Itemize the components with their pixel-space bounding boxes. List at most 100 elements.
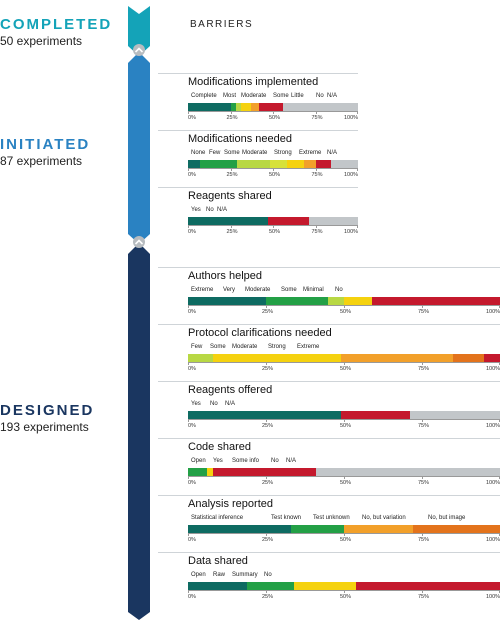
bar-segment (188, 582, 248, 590)
legend-label: Test unknown (313, 515, 350, 521)
bar-segment (344, 297, 373, 305)
tick-label: 50% (340, 366, 352, 372)
axis-tick (315, 225, 317, 228)
stacked-bar (188, 354, 500, 362)
bar-segment (240, 103, 252, 111)
tick-label: 25% (262, 480, 274, 486)
panel-title: Reagents shared (188, 190, 272, 202)
axis-tick (273, 225, 274, 228)
tick-label: 100% (486, 366, 500, 372)
stage-name: COMPLETED (0, 16, 113, 33)
tick-label: 25% (262, 594, 274, 600)
tick-label: 75% (418, 537, 430, 543)
chevron-up-icon (133, 236, 145, 248)
bar-segment (267, 217, 310, 225)
legend: Yes No N/A (188, 401, 500, 409)
panel-title: Modifications implemented (188, 76, 319, 88)
arrow-segment-completed (128, 6, 150, 56)
legend-label: Summary (232, 572, 258, 578)
legend-label: Moderate (241, 93, 267, 99)
legend-label: No, but image (428, 515, 466, 521)
tick-label: 50% (340, 309, 352, 315)
stage-initiated: INITIATED 87 experiments (0, 136, 90, 168)
tick-label: 25% (226, 229, 238, 235)
legend-label: Minimal (303, 287, 324, 293)
bar-segment (269, 160, 288, 168)
bar-segment (283, 103, 359, 111)
bar-segment (330, 160, 359, 168)
axis-tick (422, 362, 423, 365)
axis-tick (344, 305, 345, 308)
bar-segment (412, 525, 500, 533)
axis-tick (188, 225, 189, 228)
bar-segment (206, 468, 214, 476)
tick-label: 0% (188, 229, 196, 235)
tick-label: 25% (262, 423, 274, 429)
axis-tick (357, 225, 358, 228)
legend-label: Raw (213, 572, 226, 578)
legend-label: N/A (286, 458, 297, 464)
tick-label: 50% (340, 594, 352, 600)
bar-segment (212, 468, 317, 476)
tick-label: 75% (311, 229, 323, 235)
legend: None Few Some Moderate Strong Extreme N/A (188, 150, 358, 158)
bar-segment (286, 160, 305, 168)
legend-label: Some (281, 287, 297, 293)
axis-tick (188, 168, 189, 171)
tick-label: 75% (418, 423, 430, 429)
legend-label: No, but variation (362, 515, 406, 521)
bar-segment (294, 582, 357, 590)
tick-label: 100% (486, 480, 500, 486)
bar-segment (315, 468, 500, 476)
divider (158, 438, 500, 439)
bar-segment (188, 297, 267, 305)
tick-label: 50% (269, 172, 281, 178)
axis-tick (422, 419, 423, 422)
legend-label: No (264, 572, 272, 578)
axis-tick (188, 476, 189, 479)
stage-count: 50 experiments (0, 34, 83, 48)
axis-tick (357, 168, 358, 171)
legend-label: Some info (232, 458, 260, 464)
bar-segment (344, 525, 414, 533)
stacked-bar (188, 217, 359, 225)
legend-label: No (316, 93, 324, 99)
axis-tick (344, 419, 345, 422)
legend-label: No (206, 207, 214, 213)
tick-label: 0% (188, 172, 196, 178)
axis-tick (315, 168, 317, 171)
legend-label: Extreme (299, 150, 322, 156)
tick-label: 0% (188, 537, 196, 543)
axis-tick (188, 533, 189, 536)
axis-tick (344, 476, 345, 479)
axis-tick (266, 476, 267, 479)
bar-segment (188, 103, 231, 111)
legend-label: Extreme (297, 344, 320, 350)
legend: Statistical inference Test known Test unkn… (188, 515, 500, 523)
divider (158, 73, 358, 74)
tick-label: 100% (344, 115, 359, 121)
tick-label: 50% (340, 423, 352, 429)
panel-title: Reagents offered (188, 384, 273, 396)
bar-segment (188, 217, 269, 225)
tick-label: 50% (340, 537, 352, 543)
legend-label: Some (210, 344, 226, 350)
bar-segment (340, 354, 454, 362)
stacked-bar (188, 525, 500, 533)
bar-segment (266, 297, 329, 305)
stage-name: INITIATED (0, 136, 91, 153)
axis-tick (422, 476, 423, 479)
legend-label: Complete (191, 93, 217, 99)
legend: Complete Most Moderate Some Little No N/A (188, 93, 358, 101)
legend-label: Strong (274, 150, 292, 156)
axis-tick (266, 590, 267, 593)
progress-arrow (128, 6, 150, 620)
bar-segment (372, 297, 500, 305)
legend-label: Most (223, 93, 237, 99)
legend: Extreme Very Moderate Some Minimal No (188, 287, 500, 295)
divider (158, 130, 358, 131)
axis-tick (266, 533, 267, 536)
tick-label: 75% (311, 172, 323, 178)
legend-label: N/A (225, 401, 236, 407)
axis-tick (266, 305, 267, 308)
